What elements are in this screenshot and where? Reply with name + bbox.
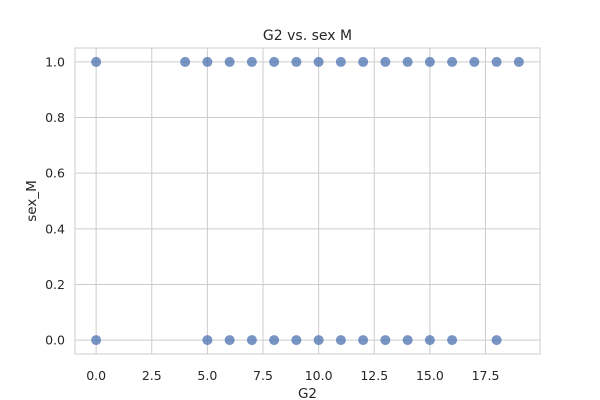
- data-point: [358, 335, 369, 346]
- data-point: [335, 335, 346, 346]
- data-point: [202, 335, 213, 346]
- data-point: [91, 335, 102, 346]
- x-tick-label: 17.5: [472, 368, 500, 383]
- data-point: [291, 335, 302, 346]
- plot-background: [75, 48, 540, 354]
- x-tick-label: 5.0: [197, 368, 217, 383]
- data-point: [91, 56, 102, 67]
- data-point: [358, 56, 369, 67]
- x-tick-labels: 0.0 2.5 5.0 7.5 10.0 12.5 15.0 17.5: [86, 368, 499, 383]
- y-axis-label: sex_M: [24, 180, 40, 222]
- data-point: [424, 56, 435, 67]
- data-point: [491, 56, 502, 67]
- x-tick-label: 12.5: [360, 368, 388, 383]
- y-tick-labels: 0.0 0.2 0.4 0.6 0.8 1.0: [45, 54, 65, 347]
- data-point: [380, 56, 391, 67]
- data-point: [224, 56, 235, 67]
- x-axis-label: G2: [298, 386, 317, 400]
- y-tick-label: 0.4: [45, 221, 65, 236]
- data-point: [469, 56, 480, 67]
- y-tick-label: 0.6: [45, 166, 65, 181]
- y-tick-label: 0.8: [45, 110, 65, 125]
- x-tick-label: 2.5: [142, 368, 162, 383]
- x-tick-label: 15.0: [416, 368, 444, 383]
- data-point: [424, 335, 435, 346]
- x-tick-label: 7.5: [253, 368, 273, 383]
- y-tick-label: 0.2: [45, 277, 65, 292]
- data-point: [313, 56, 324, 67]
- y-tick-label: 1.0: [45, 54, 65, 69]
- data-point: [246, 335, 257, 346]
- data-point: [269, 335, 280, 346]
- data-point: [402, 335, 413, 346]
- y-tick-label: 0.0: [45, 333, 65, 348]
- data-point: [269, 56, 280, 67]
- data-point: [246, 56, 257, 67]
- chart-title: G2 vs. sex M: [263, 28, 352, 44]
- data-point: [402, 56, 413, 67]
- data-point: [335, 56, 346, 67]
- data-point: [380, 335, 391, 346]
- data-point: [313, 335, 324, 346]
- data-point: [180, 56, 191, 67]
- data-point: [202, 56, 213, 67]
- data-point: [491, 335, 502, 346]
- x-tick-label: 0.0: [86, 368, 106, 383]
- data-point: [447, 56, 458, 67]
- plot-frame: [74, 47, 541, 355]
- x-tick-label: 10.0: [305, 368, 333, 383]
- data-point: [513, 56, 524, 67]
- data-point: [224, 335, 235, 346]
- data-point: [447, 335, 458, 346]
- data-points: [91, 56, 524, 346]
- data-point: [291, 56, 302, 67]
- grid-lines: [75, 48, 540, 354]
